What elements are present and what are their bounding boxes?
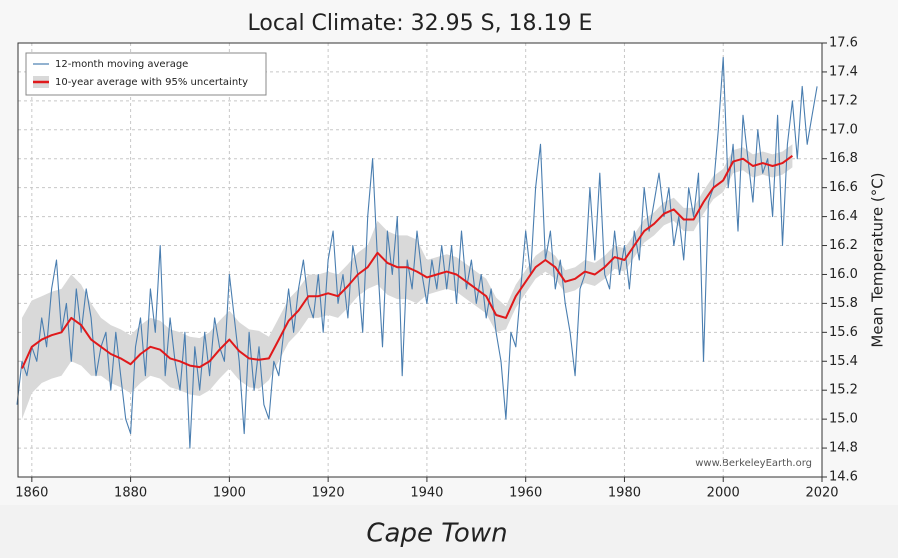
plot-border (17, 42, 823, 478)
x-tick-label: 2000 (707, 486, 740, 501)
y-tick-label: 16.2 (829, 238, 858, 253)
y-tick-label: 16.4 (829, 209, 858, 224)
y-tick-label: 17.4 (829, 64, 858, 79)
caption: Cape Town (366, 519, 507, 549)
source-note: www.BerkeleyEarth.org (695, 458, 812, 469)
y-tick-label: 15.2 (829, 383, 858, 398)
x-tick-label: 1960 (509, 486, 542, 501)
chart-title: Local Climate: 32.95 S, 18.19 E (248, 11, 593, 36)
legend-label: 12-month moving average (55, 59, 188, 70)
x-tick-label: 1920 (312, 486, 345, 501)
y-tick-label: 14.8 (829, 441, 858, 456)
y-tick-label: 15.0 (829, 412, 858, 427)
y-tick-label: 15.6 (829, 325, 858, 340)
x-tick-label: 1860 (15, 486, 48, 501)
x-tick-label: 1940 (410, 486, 443, 501)
x-tick-label: 1980 (608, 486, 641, 501)
y-tick-label: 16.6 (829, 180, 858, 195)
legend-label: 10-year average with 95% uncertainty (55, 77, 248, 88)
y-tick-label: 15.4 (829, 354, 858, 369)
y-tick-label: 15.8 (829, 296, 858, 311)
legend-box (25, 52, 267, 96)
y-tick-label: 14.6 (829, 470, 858, 485)
x-tick-label: 2020 (805, 486, 838, 501)
y-tick-label: 16.0 (829, 267, 858, 282)
y-axis-label: Mean Temperature (°C) (869, 172, 887, 347)
y-tick-label: 17.6 (829, 36, 858, 51)
y-tick-label: 17.0 (829, 122, 858, 137)
x-tick-label: 1880 (114, 486, 147, 501)
x-tick-label: 1900 (213, 486, 246, 501)
uncertainty-band (22, 144, 793, 420)
series-line (21, 154, 793, 369)
y-tick-label: 16.8 (829, 151, 858, 166)
y-tick-label: 17.2 (829, 93, 858, 108)
series-line (16, 56, 818, 449)
